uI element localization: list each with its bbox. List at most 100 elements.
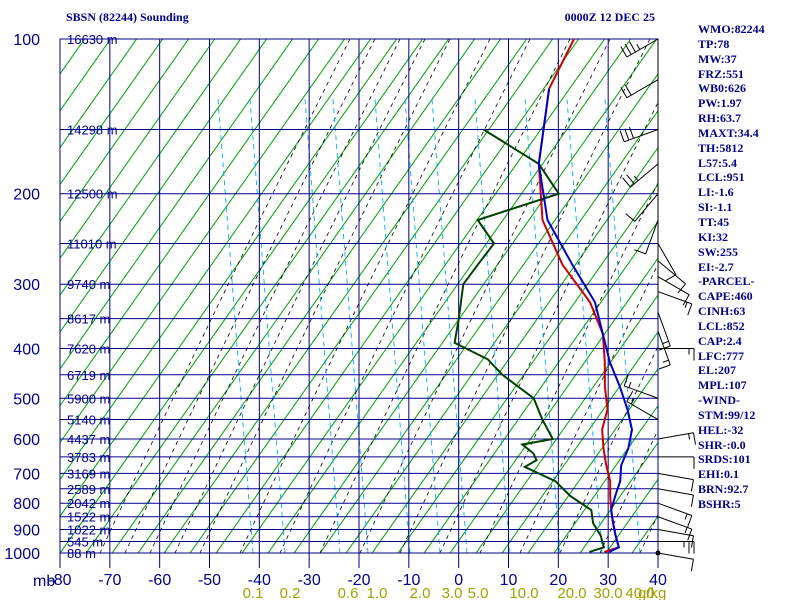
temperature-tick-label: 20 bbox=[549, 572, 567, 589]
moist-adiabat-line bbox=[399, 39, 651, 553]
dry-adiabat-line bbox=[189, 39, 554, 553]
wind-barb-staff bbox=[657, 516, 692, 530]
dry-adiabat-line bbox=[60, 39, 346, 444]
pressure-label: 1000 bbox=[4, 546, 40, 563]
dry-adiabat-line bbox=[293, 39, 658, 553]
pressure-label: 200 bbox=[13, 187, 40, 204]
temperature-tick-label: 30 bbox=[599, 572, 617, 589]
wind-barb-flag bbox=[622, 177, 631, 188]
sounding-index-line: FRZ:551 bbox=[698, 66, 744, 81]
dry-adiabat-line bbox=[215, 39, 580, 553]
pressure-label: 500 bbox=[13, 391, 40, 408]
height-label: 5900 m bbox=[67, 391, 110, 406]
dry-adiabat-line bbox=[85, 39, 450, 553]
wind-barb-staff bbox=[657, 291, 692, 305]
mixing-ratio-label: 3.0 bbox=[442, 585, 463, 600]
sounding-index-line: TT:45 bbox=[698, 214, 730, 229]
wind-barb-flag bbox=[690, 559, 694, 572]
mixing-ratio-label: 20.0 bbox=[557, 585, 586, 600]
wind-barb-staff bbox=[657, 502, 692, 516]
height-label: 8617 m bbox=[67, 312, 110, 327]
mixing-ratio-line bbox=[217, 98, 254, 553]
wind-barb-staff bbox=[657, 488, 694, 496]
surface-wind-dot bbox=[655, 550, 661, 556]
wind-barb-flag bbox=[624, 128, 630, 141]
mixing-ratio-label: 0.6 bbox=[338, 585, 359, 600]
dry-adiabat-line bbox=[60, 39, 268, 333]
dewpoint-line bbox=[453, 128, 606, 553]
dry-adiabat-line bbox=[319, 73, 658, 553]
wind-barb-flag bbox=[677, 283, 686, 294]
sounding-index-line: EHI:0.1 bbox=[698, 467, 740, 482]
temperature-tick-label: 40 bbox=[649, 572, 667, 589]
sounding-traces bbox=[453, 39, 634, 553]
wind-barb-staff bbox=[645, 219, 659, 255]
dry-adiabat-line bbox=[163, 39, 528, 553]
sounding-index-line: CAP:2.4 bbox=[698, 333, 742, 348]
chart-title: SBSN (82244) Sounding bbox=[66, 10, 189, 24]
sounding-index-line: WB0:626 bbox=[698, 81, 746, 96]
sounding-index-line: MAXT:34.4 bbox=[698, 125, 759, 140]
moist-adiabat-line bbox=[149, 39, 401, 553]
wind-barb-half-flag bbox=[662, 340, 669, 344]
wind-barb-flag bbox=[687, 515, 693, 527]
wind-barb-staff bbox=[657, 432, 694, 440]
mixing-ratio-label: 40.0 bbox=[625, 585, 654, 600]
temperature-tick-label: -40 bbox=[248, 572, 271, 589]
parcel-line bbox=[537, 88, 634, 553]
dry-adiabat-line bbox=[60, 39, 242, 296]
dry-adiabat-line bbox=[345, 109, 658, 553]
pressure-labels: 100 200 300 400 500 600 700 800 900 1000 bbox=[4, 32, 40, 563]
dry-adiabat-line bbox=[397, 183, 658, 553]
height-label: 4437 m bbox=[67, 432, 110, 447]
wind-barb-flag bbox=[687, 303, 693, 316]
mixing-ratio-line bbox=[249, 98, 286, 553]
sounding-index-line: L57:5.4 bbox=[698, 155, 737, 170]
moist-adiabat-line bbox=[319, 39, 571, 553]
wind-barb-staff bbox=[657, 528, 694, 537]
pressure-label: 400 bbox=[13, 341, 40, 358]
sounding-index-line: CAPE:460 bbox=[698, 289, 753, 304]
wind-barb-staff bbox=[634, 193, 659, 222]
wind-barb-flag bbox=[619, 130, 625, 142]
sounding-index-line: RH:63.7 bbox=[698, 111, 741, 126]
dry-adiabat-line bbox=[449, 257, 658, 553]
dry-adiabat-line bbox=[60, 39, 398, 518]
height-label: 12500 m bbox=[67, 187, 118, 202]
sounding-index-line: PW:1.97 bbox=[698, 96, 742, 111]
temperature-tick-label: -20 bbox=[347, 572, 370, 589]
dry-adiabat-line bbox=[60, 39, 190, 223]
height-label: 16630 m bbox=[67, 32, 118, 47]
dry-adiabat-line bbox=[0, 0, 8, 573]
sounding-index-line: -PARCEL- bbox=[698, 274, 755, 289]
dry-adiabat-line bbox=[111, 39, 476, 553]
wind-barb-flag bbox=[690, 479, 694, 492]
height-label: 14298 m bbox=[67, 123, 118, 138]
wind-barb-flag bbox=[634, 249, 646, 255]
dry-adiabat-line bbox=[371, 146, 658, 553]
sounding-index-line: STM:99/12 bbox=[698, 407, 756, 422]
height-label: 3783 m bbox=[67, 450, 110, 465]
sounding-indices-panel: WMO:82244 TP:78 MW:37 FRZ:551 WB0:626 PW:1.97… bbox=[698, 22, 800, 512]
dry-adiabat-line bbox=[501, 331, 658, 553]
wind-barb-flag bbox=[658, 364, 671, 370]
dry-adiabat-line bbox=[423, 220, 658, 553]
sounding-index-line: -WIND- bbox=[698, 393, 740, 408]
height-label: 1522 m bbox=[67, 510, 110, 525]
dry-adiabat-line bbox=[527, 367, 658, 553]
temperature-tick-label: -50 bbox=[198, 572, 221, 589]
dry-adiabat-line bbox=[553, 404, 658, 553]
wind-barb-flag bbox=[620, 46, 628, 58]
height-label: 7620 m bbox=[67, 341, 110, 356]
wind-barbs bbox=[619, 38, 697, 572]
mixing-ratio-lines bbox=[217, 98, 641, 553]
dry-adiabat-line bbox=[60, 39, 216, 260]
sounding-index-line: MPL:107 bbox=[698, 378, 747, 393]
mixing-ratio-label: 5.0 bbox=[468, 585, 489, 600]
moist-adiabat-line bbox=[199, 39, 451, 553]
sounding-index-line: LFC:777 bbox=[698, 348, 744, 363]
sounding-index-line: MW:37 bbox=[698, 51, 737, 66]
mixing-ratio-line bbox=[604, 98, 641, 553]
height-label: 6719 m bbox=[67, 368, 110, 383]
